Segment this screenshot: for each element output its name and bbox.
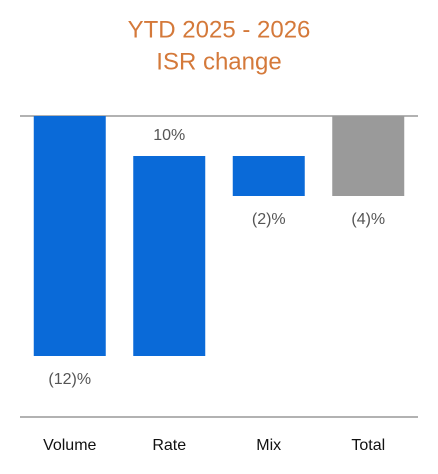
x-tick-label: Volume	[43, 437, 96, 454]
bar	[332, 116, 405, 196]
x-tick-label: Total	[351, 437, 385, 454]
x-tick-label: Mix	[256, 437, 281, 454]
bar	[33, 116, 106, 356]
value-label: (4)%	[351, 211, 385, 228]
chart-title: YTD 2025 - 2026	[128, 16, 311, 43]
value-label: (2)%	[252, 211, 286, 228]
value-label: 10%	[153, 127, 185, 144]
bar	[232, 156, 305, 196]
value-label: (12)%	[48, 371, 91, 388]
bar	[133, 156, 206, 356]
x-tick-label: Rate	[152, 437, 186, 454]
chart-subtitle: ISR change	[156, 48, 281, 75]
